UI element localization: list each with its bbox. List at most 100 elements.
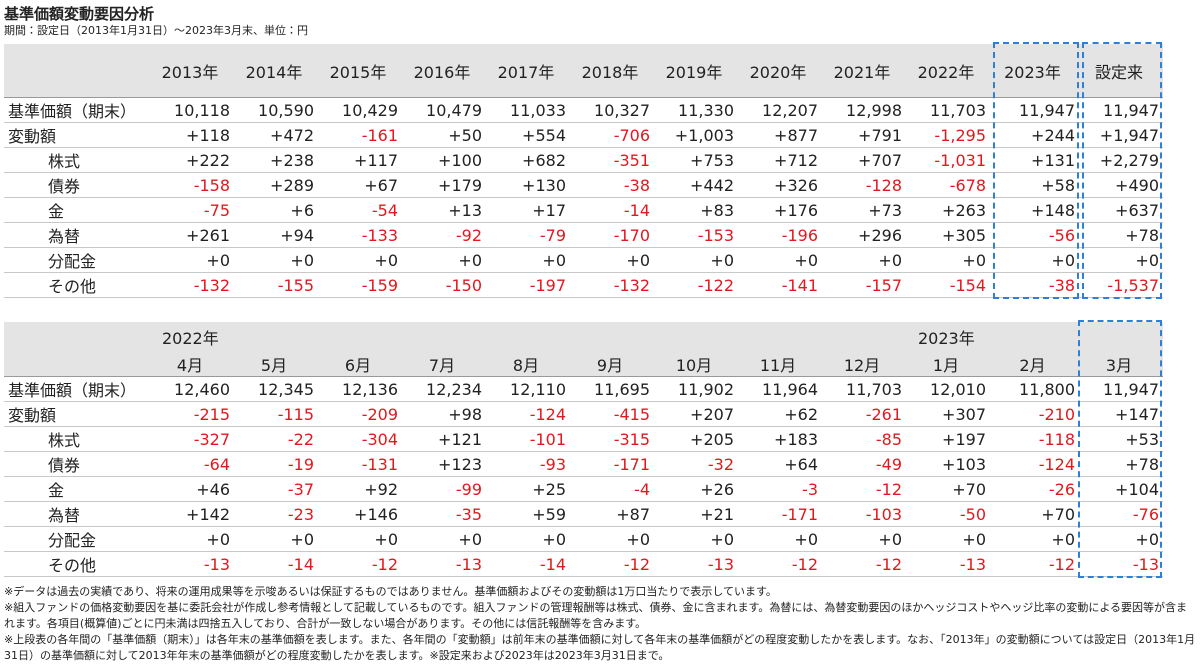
cell: 12,460	[150, 376, 234, 402]
note: ※上段表の各年間の「基準価額（期末）」は各年末の基準価額を表します。また、各年間…	[4, 633, 1196, 662]
row-label: 債券	[4, 172, 150, 198]
cell: -93	[486, 451, 570, 477]
cell: +0	[738, 247, 822, 273]
table-row: 為替 +261 +94 -133 -92 -79 -170 -153 -196 +296 +305-…	[4, 222, 1163, 248]
cell: +682	[486, 147, 570, 173]
header-corner	[4, 44, 150, 98]
row-label: 金	[4, 476, 150, 502]
cell: +147	[1079, 401, 1163, 427]
cell: +877	[738, 122, 822, 148]
cell: +207	[654, 401, 738, 427]
cell: -124	[990, 451, 1079, 477]
cell: +117	[318, 147, 402, 173]
cell: -159	[318, 272, 402, 298]
month-header: 7月	[402, 349, 486, 377]
cell: +59	[486, 501, 570, 527]
cell: -76	[1079, 501, 1163, 527]
cell: -678	[906, 172, 990, 198]
highlight-box	[993, 42, 1079, 299]
month-header: 2月	[990, 349, 1079, 377]
cell: -153	[654, 222, 738, 248]
cell: -4	[570, 476, 654, 502]
cell: -37	[234, 476, 318, 502]
year-header	[318, 322, 402, 349]
column-header: 2016年	[402, 44, 486, 98]
cell: +92	[318, 476, 402, 502]
cell: -131	[318, 451, 402, 477]
cell: -38	[990, 272, 1079, 298]
cell: -210	[990, 401, 1079, 427]
row-label: その他	[4, 272, 150, 298]
cell: 11,800	[990, 376, 1079, 402]
cell: -261	[822, 401, 906, 427]
cell: +0	[1079, 526, 1163, 552]
cell: +50	[402, 122, 486, 148]
header-row: 2013年 2014年 2015年 2016年 2017年 2018年 2019年 2020年…	[4, 44, 1163, 98]
cell: -154	[906, 272, 990, 298]
cell: +326	[738, 172, 822, 198]
column-header: 設定来	[1079, 44, 1163, 98]
cell: +707	[822, 147, 906, 173]
cell: +26	[654, 476, 738, 502]
cell: -103	[822, 501, 906, 527]
cell: -315	[570, 426, 654, 452]
cell: -19	[234, 451, 318, 477]
cell: -79	[486, 222, 570, 248]
cell: +0	[906, 526, 990, 552]
table-row: その他 -13 -14 -12 -13 -14 -12 -13 -12 -12 -13 -12 -13	[4, 551, 1163, 577]
cell: +205	[654, 426, 738, 452]
cell: +70	[990, 501, 1079, 527]
cell: +62	[738, 401, 822, 427]
cell: +73	[822, 197, 906, 223]
cell: -118	[990, 426, 1079, 452]
cell: +13	[402, 197, 486, 223]
cell: -75	[150, 197, 234, 223]
cell: -128	[822, 172, 906, 198]
table-row: 基準価額（期末） 12,460 12,345 12,136 12,234 12,110 11…	[4, 376, 1163, 402]
cell: -13	[906, 551, 990, 577]
cell: +0	[570, 526, 654, 552]
cell: 10,118	[150, 97, 234, 123]
cell: -115	[234, 401, 318, 427]
row-label: 分配金	[4, 526, 150, 552]
cell: +442	[654, 172, 738, 198]
cell: -171	[570, 451, 654, 477]
cell: +305	[906, 222, 990, 248]
cell: +0	[654, 247, 738, 273]
cell: +2,279	[1079, 147, 1163, 173]
table-row: 分配金 +0 +0 +0 +0 +0 +0 +0 +0 +0 +0 +0 +0	[4, 526, 1163, 552]
year-header	[486, 322, 570, 349]
cell: 11,947	[1079, 376, 1163, 402]
column-header: 2017年	[486, 44, 570, 98]
cell: -26	[990, 476, 1079, 502]
cell: +0	[990, 526, 1079, 552]
cell: -157	[822, 272, 906, 298]
cell: -122	[654, 272, 738, 298]
cell: +0	[654, 526, 738, 552]
year-header: 2022年	[150, 322, 234, 349]
cell: -132	[570, 272, 654, 298]
cell: +104	[1079, 476, 1163, 502]
cell: -161	[318, 122, 402, 148]
cell: +78	[1079, 451, 1163, 477]
cell: +17	[486, 197, 570, 223]
cell: -415	[570, 401, 654, 427]
year-header	[822, 322, 906, 349]
cell: -23	[234, 501, 318, 527]
cell: +94	[234, 222, 318, 248]
cell: -196	[738, 222, 822, 248]
cell: 11,947	[990, 97, 1079, 123]
cell: -101	[486, 426, 570, 452]
cell: +296	[822, 222, 906, 248]
cell: -124	[486, 401, 570, 427]
month-header: 5月	[234, 349, 318, 377]
cell: +1,947	[1079, 122, 1163, 148]
cell: -215	[150, 401, 234, 427]
cell: -12	[822, 551, 906, 577]
cell: +0	[318, 247, 402, 273]
cell: +98	[402, 401, 486, 427]
year-header	[990, 322, 1079, 349]
cell: -132	[150, 272, 234, 298]
cell: +176	[738, 197, 822, 223]
column-header: 2021年	[822, 44, 906, 98]
